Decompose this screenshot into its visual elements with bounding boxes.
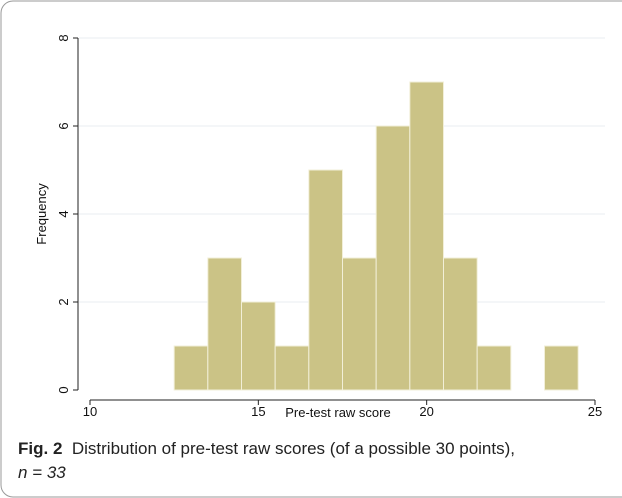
caption-n: n = 33 (18, 463, 66, 482)
x-tick-label: 25 (588, 404, 602, 419)
bar (544, 345, 579, 391)
bar (342, 257, 377, 391)
caption-text: Distribution of pre-test raw scores (of … (71, 439, 515, 458)
bar (241, 301, 276, 391)
y-tick-label: 8 (56, 34, 71, 41)
y-tick-label: 0 (56, 386, 71, 393)
x-axis-label: Pre-test raw score (285, 405, 390, 420)
bar (409, 81, 445, 391)
y-tick-label: 4 (56, 210, 71, 217)
x-tick-label: 20 (419, 404, 433, 419)
x-tick-label: 15 (251, 404, 265, 419)
x-tick-label: 10 (83, 404, 97, 419)
bar (173, 345, 209, 391)
bar (207, 257, 242, 391)
bar (375, 125, 411, 391)
y-axis-label: Frequency (34, 183, 49, 245)
bar (476, 345, 512, 391)
y-tick-label: 6 (56, 122, 71, 129)
y-tick-label: 2 (56, 298, 71, 305)
bar (308, 169, 344, 391)
bar (274, 345, 310, 391)
caption: Fig. 2 Distribution of pre-test raw scor… (18, 437, 608, 485)
caption-label: Fig. 2 (18, 439, 63, 458)
bar (443, 257, 478, 391)
